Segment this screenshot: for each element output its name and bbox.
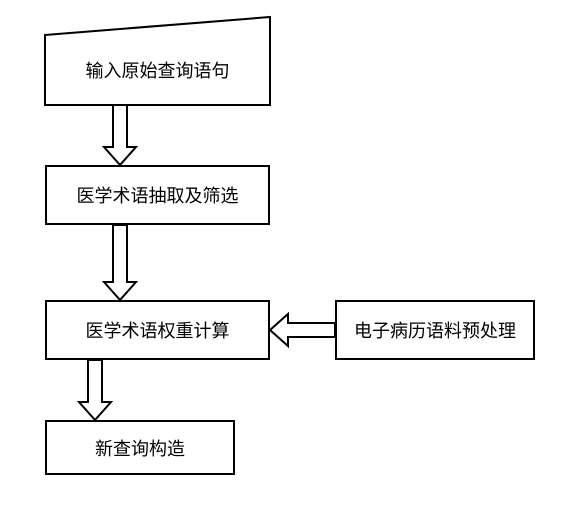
arrow-extract-to-weight: [104, 225, 136, 300]
node-preprocess-label: 电子病历语料预处理: [354, 317, 516, 343]
arrow-preprocess-to-weight: [270, 314, 335, 346]
node-construct: 新查询构造: [45, 420, 235, 475]
flowchart-canvas: 输入原始查询语句 医学术语抽取及筛选 医学术语权重计算 电子病历语料预处理 新查…: [0, 0, 570, 511]
node-construct-label: 新查询构造: [95, 435, 185, 461]
arrow-weight-to-construct: [79, 360, 111, 420]
node-extract: 医学术语抽取及筛选: [45, 165, 270, 225]
node-input: 输入原始查询语句: [45, 35, 270, 105]
node-weight-label: 医学术语权重计算: [86, 317, 230, 343]
node-weight: 医学术语权重计算: [45, 300, 270, 360]
node-input-label: 输入原始查询语句: [86, 57, 230, 83]
node-extract-label: 医学术语抽取及筛选: [77, 182, 239, 208]
arrow-input-to-extract: [104, 105, 136, 165]
node-preprocess: 电子病历语料预处理: [335, 300, 535, 360]
